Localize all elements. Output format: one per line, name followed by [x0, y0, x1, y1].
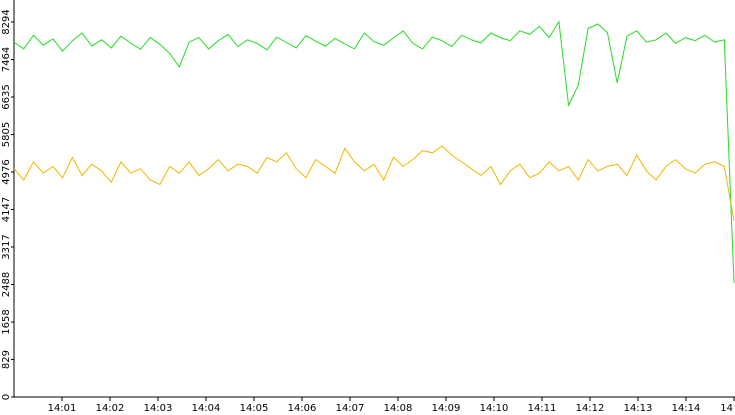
x-tick-label: 14:12 [576, 403, 605, 414]
x-tick-label: 14:06 [288, 403, 317, 414]
x-tick-label: 14:02 [96, 403, 125, 414]
y-tick-label: 1658 [1, 309, 12, 334]
x-tick-label: 14:11 [528, 403, 557, 414]
y-tick-label: 2488 [1, 272, 12, 297]
series-line [13, 145, 735, 221]
x-tick-label: 14:03 [144, 403, 173, 414]
y-tick-label: 0 [1, 394, 12, 400]
x-tick-label: 14 [720, 403, 733, 414]
x-tick-label: 14:01 [48, 403, 77, 414]
y-tick-label: 5805 [1, 122, 12, 147]
x-tick-label: 14:07 [336, 403, 365, 414]
x-tick-label: 14:13 [624, 403, 653, 414]
y-tick-label: 6635 [1, 84, 12, 109]
series-line [13, 20, 735, 283]
y-tick-label: 4976 [1, 159, 12, 184]
x-tick-label: 14:10 [480, 403, 509, 414]
x-tick-label: 14:14 [672, 403, 701, 414]
y-tick-label: 3317 [1, 234, 12, 259]
x-tick-label: 14:09 [432, 403, 461, 414]
x-tick-label: 14:04 [192, 403, 221, 414]
x-tick-label: 14:08 [384, 403, 413, 414]
x-tick-label: 14:05 [240, 403, 269, 414]
y-tick-label: 829 [1, 350, 12, 369]
y-tick-label: 8294 [1, 9, 12, 34]
y-tick-label: 7464 [1, 47, 12, 72]
y-tick-label: 4147 [1, 197, 12, 222]
